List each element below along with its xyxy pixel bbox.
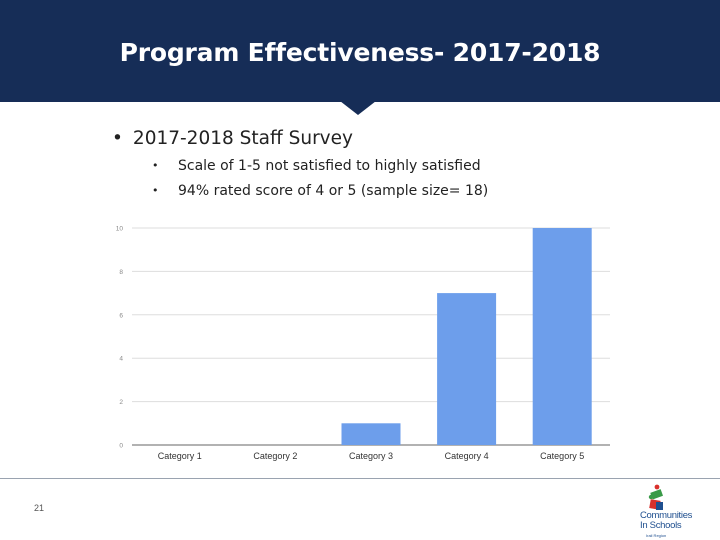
- logo-mark-icon: [648, 484, 664, 510]
- bullet-dot: •: [112, 128, 123, 149]
- y-tick-label: 2: [119, 399, 123, 406]
- y-tick-label: 10: [116, 226, 124, 233]
- logo-line-2: In Schools: [640, 520, 682, 531]
- communities-in-schools-logo: Communities In Schools Irail Region: [640, 482, 714, 538]
- bar: [437, 293, 497, 445]
- bar: [532, 228, 592, 445]
- logo-wordmark: Communities In Schools: [640, 511, 714, 531]
- sub-bullet-text: Scale of 1-5 not satisfied to highly sat…: [178, 158, 481, 174]
- bullet-dot: •: [152, 159, 159, 172]
- sub-bullet: • 94% rated score of 4 or 5 (sample size=…: [152, 183, 488, 199]
- slide-title: Program Effectiveness- 2017-2018: [119, 38, 601, 67]
- y-tick-label: 4: [119, 356, 123, 363]
- x-tick-label: Category 3: [349, 451, 393, 461]
- y-tick-label: 6: [119, 312, 123, 319]
- bullet-main-text: 2017-2018 Staff Survey: [132, 128, 353, 149]
- x-tick-label: Category 5: [540, 451, 584, 461]
- bullet-dot: •: [152, 184, 159, 197]
- logo-line-1: Communities: [640, 510, 693, 521]
- y-tick-label: 8: [119, 269, 123, 276]
- bullet-main: • 2017-2018 Staff Survey: [112, 128, 353, 149]
- logo-subtitle: Irail Region: [640, 533, 714, 538]
- title-banner: Program Effectiveness- 2017-2018: [0, 0, 720, 102]
- page-number: 21: [34, 503, 45, 513]
- y-tick-label: 0: [119, 443, 123, 450]
- sub-bullet: • Scale of 1-5 not satisfied to highly sa…: [152, 158, 481, 174]
- x-tick-label: Category 4: [445, 451, 489, 461]
- x-tick-label: Category 1: [158, 451, 202, 461]
- bar: [341, 423, 401, 445]
- sub-bullet-text: 94% rated score of 4 or 5 (sample size= …: [178, 183, 489, 199]
- banner-notch: [340, 101, 376, 115]
- footer-divider: [0, 478, 720, 479]
- x-tick-label: Category 2: [253, 451, 297, 461]
- bar-chart: 0 2 4 6 8 10 Category 1 Category 2 Category 3 Cat…: [116, 226, 610, 461]
- logo-line-3: Irail Region: [646, 533, 667, 538]
